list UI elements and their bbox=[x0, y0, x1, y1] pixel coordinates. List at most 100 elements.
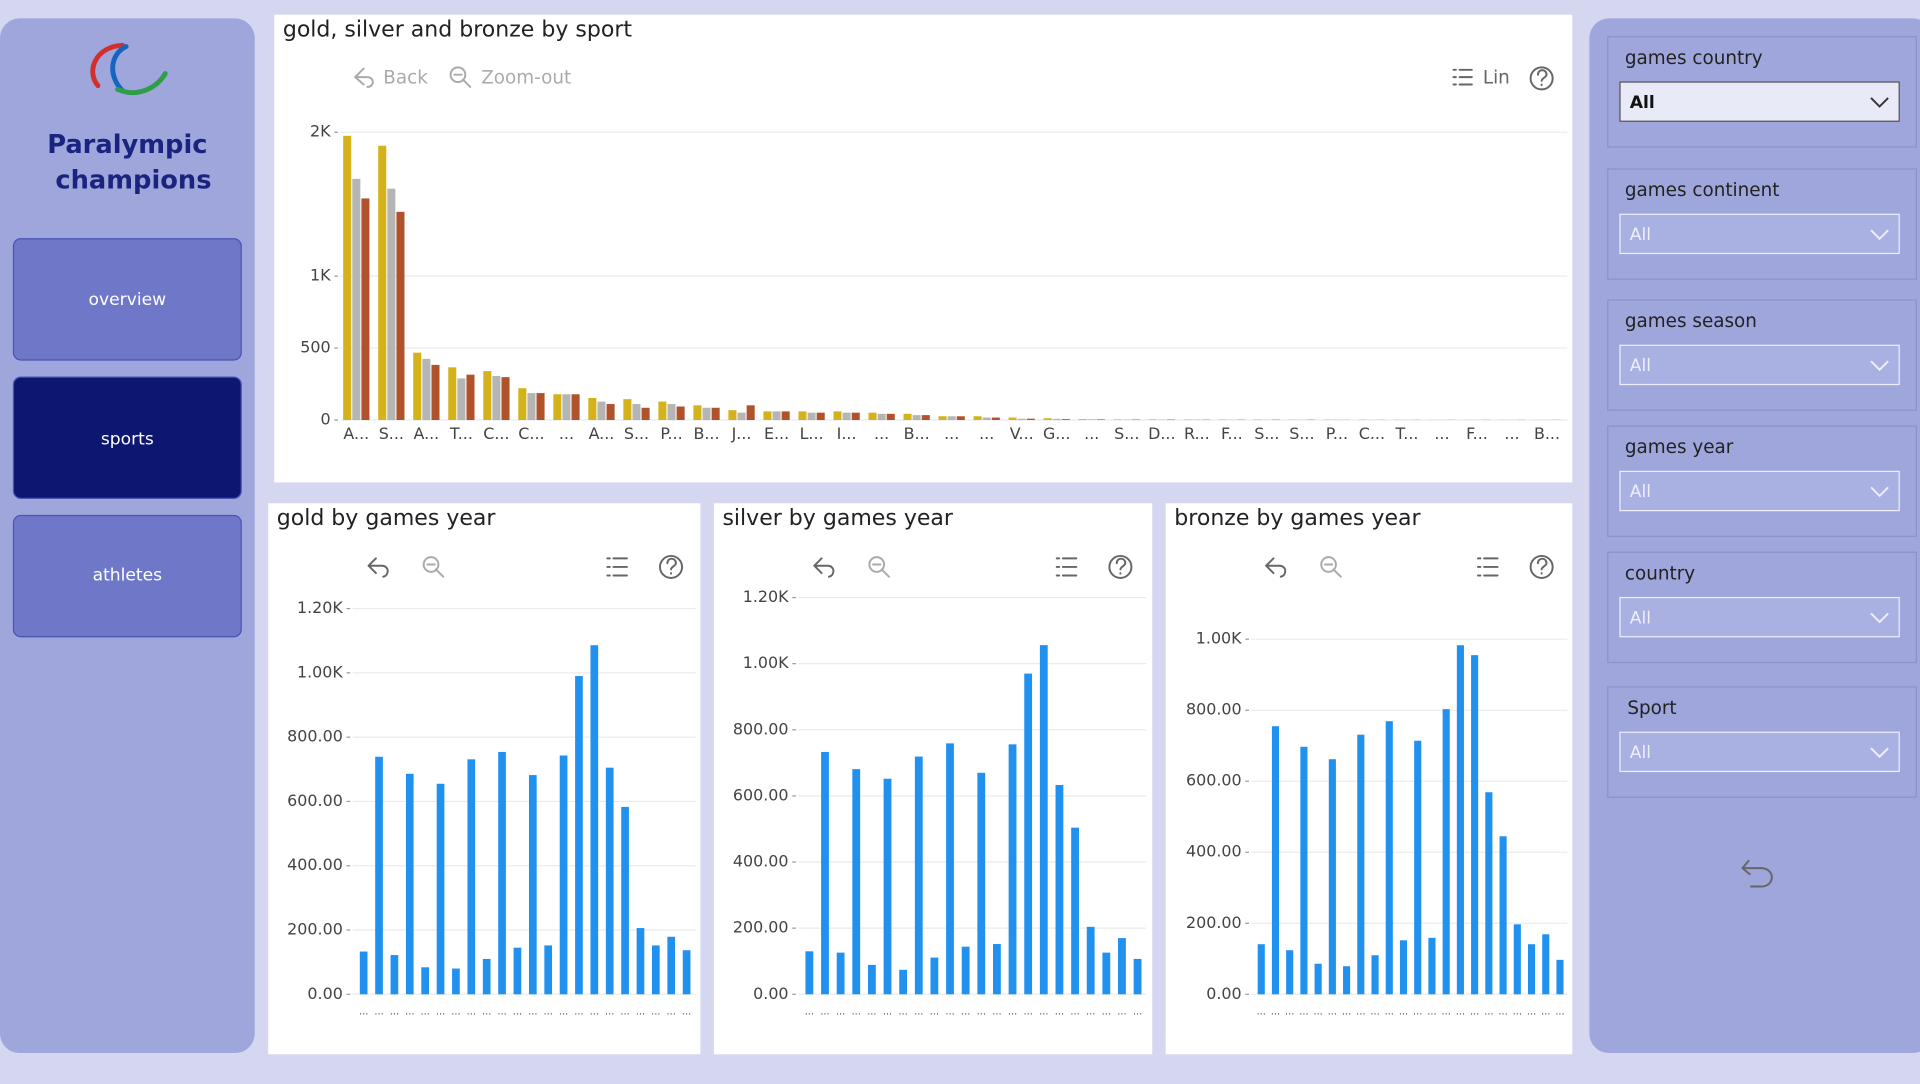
bar[interactable] bbox=[597, 402, 605, 420]
bar[interactable] bbox=[782, 411, 790, 420]
bar[interactable] bbox=[1371, 955, 1378, 994]
bar[interactable] bbox=[962, 947, 970, 995]
bar[interactable] bbox=[588, 398, 596, 420]
bar[interactable] bbox=[1428, 938, 1435, 994]
bar[interactable] bbox=[492, 376, 500, 420]
bar[interactable] bbox=[360, 952, 368, 995]
bar[interactable] bbox=[562, 394, 570, 420]
bar[interactable] bbox=[1087, 927, 1095, 994]
bar[interactable] bbox=[343, 136, 351, 420]
bar[interactable] bbox=[1027, 419, 1035, 420]
bar[interactable] bbox=[887, 414, 895, 420]
bar[interactable] bbox=[915, 757, 923, 995]
bar[interactable] bbox=[1040, 645, 1048, 994]
bar[interactable] bbox=[913, 415, 921, 420]
bar[interactable] bbox=[1300, 747, 1307, 995]
bar[interactable] bbox=[637, 928, 645, 994]
dropdown-value[interactable]: All bbox=[1630, 225, 1651, 245]
bar[interactable] bbox=[1018, 419, 1026, 420]
bar[interactable] bbox=[728, 410, 736, 420]
bar[interactable] bbox=[560, 755, 568, 994]
dropdown[interactable] bbox=[1620, 598, 1899, 637]
dropdown[interactable] bbox=[1620, 214, 1899, 253]
bar[interactable] bbox=[537, 393, 545, 420]
bar[interactable] bbox=[498, 752, 506, 994]
bar[interactable] bbox=[808, 413, 816, 420]
dropdown-value[interactable]: All bbox=[1630, 482, 1651, 502]
bar[interactable] bbox=[1056, 785, 1064, 994]
bar[interactable] bbox=[467, 759, 475, 994]
bar[interactable] bbox=[1149, 419, 1157, 420]
zoom-out-label[interactable]: Zoom-out bbox=[481, 67, 571, 88]
bar[interactable] bbox=[852, 769, 860, 994]
bar[interactable] bbox=[993, 944, 1001, 994]
bar[interactable] bbox=[575, 676, 583, 994]
bar[interactable] bbox=[773, 411, 781, 420]
bar[interactable] bbox=[1443, 709, 1450, 994]
bar[interactable] bbox=[738, 413, 746, 420]
bar[interactable] bbox=[642, 408, 650, 420]
bar[interactable] bbox=[798, 411, 806, 420]
bar[interactable] bbox=[693, 405, 701, 420]
bar[interactable] bbox=[899, 970, 907, 994]
dropdown-value[interactable]: All bbox=[1630, 608, 1651, 628]
bar[interactable] bbox=[1329, 759, 1336, 994]
dropdown-value[interactable]: All bbox=[1630, 93, 1655, 113]
bar[interactable] bbox=[452, 969, 460, 995]
bar[interactable] bbox=[391, 955, 399, 994]
bar[interactable] bbox=[884, 779, 892, 995]
bar[interactable] bbox=[437, 784, 445, 995]
nav-label[interactable]: athletes bbox=[93, 566, 163, 586]
bar[interactable] bbox=[621, 807, 629, 994]
bar[interactable] bbox=[553, 394, 561, 420]
bar[interactable] bbox=[868, 965, 876, 994]
bar[interactable] bbox=[1258, 944, 1265, 994]
bar[interactable] bbox=[501, 377, 509, 420]
bar[interactable] bbox=[1471, 655, 1478, 994]
bar[interactable] bbox=[422, 359, 430, 420]
back-label[interactable]: Back bbox=[383, 67, 428, 88]
bar[interactable] bbox=[378, 146, 386, 420]
bar[interactable] bbox=[1272, 726, 1279, 994]
bar[interactable] bbox=[837, 953, 845, 995]
bar[interactable] bbox=[712, 408, 720, 420]
bar[interactable] bbox=[1118, 938, 1126, 994]
bar[interactable] bbox=[361, 198, 369, 420]
bar[interactable] bbox=[833, 411, 841, 420]
bar[interactable] bbox=[1071, 828, 1079, 995]
bar[interactable] bbox=[1542, 934, 1549, 994]
bar[interactable] bbox=[946, 743, 954, 994]
bar[interactable] bbox=[352, 179, 360, 420]
bar[interactable] bbox=[1024, 674, 1032, 995]
bar[interactable] bbox=[703, 408, 711, 420]
bar[interactable] bbox=[805, 951, 813, 994]
bar[interactable] bbox=[1400, 940, 1407, 994]
bar[interactable] bbox=[747, 405, 755, 420]
bar[interactable] bbox=[817, 413, 825, 420]
dropdown[interactable] bbox=[1620, 345, 1899, 384]
bar[interactable] bbox=[658, 402, 666, 420]
bar[interactable] bbox=[572, 394, 580, 420]
bar[interactable] bbox=[904, 414, 912, 420]
bar[interactable] bbox=[387, 189, 395, 420]
bar[interactable] bbox=[1134, 959, 1142, 994]
bar[interactable] bbox=[821, 752, 829, 994]
bar[interactable] bbox=[1414, 741, 1421, 995]
bar[interactable] bbox=[677, 406, 685, 420]
bar[interactable] bbox=[1044, 418, 1052, 420]
dropdown[interactable] bbox=[1620, 732, 1899, 771]
bar[interactable] bbox=[1386, 721, 1393, 994]
bar[interactable] bbox=[1514, 924, 1521, 994]
dropdown-value[interactable]: All bbox=[1630, 743, 1651, 763]
bar[interactable] bbox=[518, 388, 526, 420]
bar[interactable] bbox=[957, 416, 965, 420]
bar[interactable] bbox=[529, 775, 537, 994]
bar[interactable] bbox=[544, 945, 552, 994]
bar[interactable] bbox=[1114, 419, 1122, 420]
bar[interactable] bbox=[483, 959, 491, 994]
bar[interactable] bbox=[1286, 950, 1293, 994]
bar[interactable] bbox=[483, 371, 491, 420]
bar[interactable] bbox=[930, 958, 938, 995]
bar[interactable] bbox=[1357, 735, 1364, 995]
bar[interactable] bbox=[939, 416, 947, 420]
